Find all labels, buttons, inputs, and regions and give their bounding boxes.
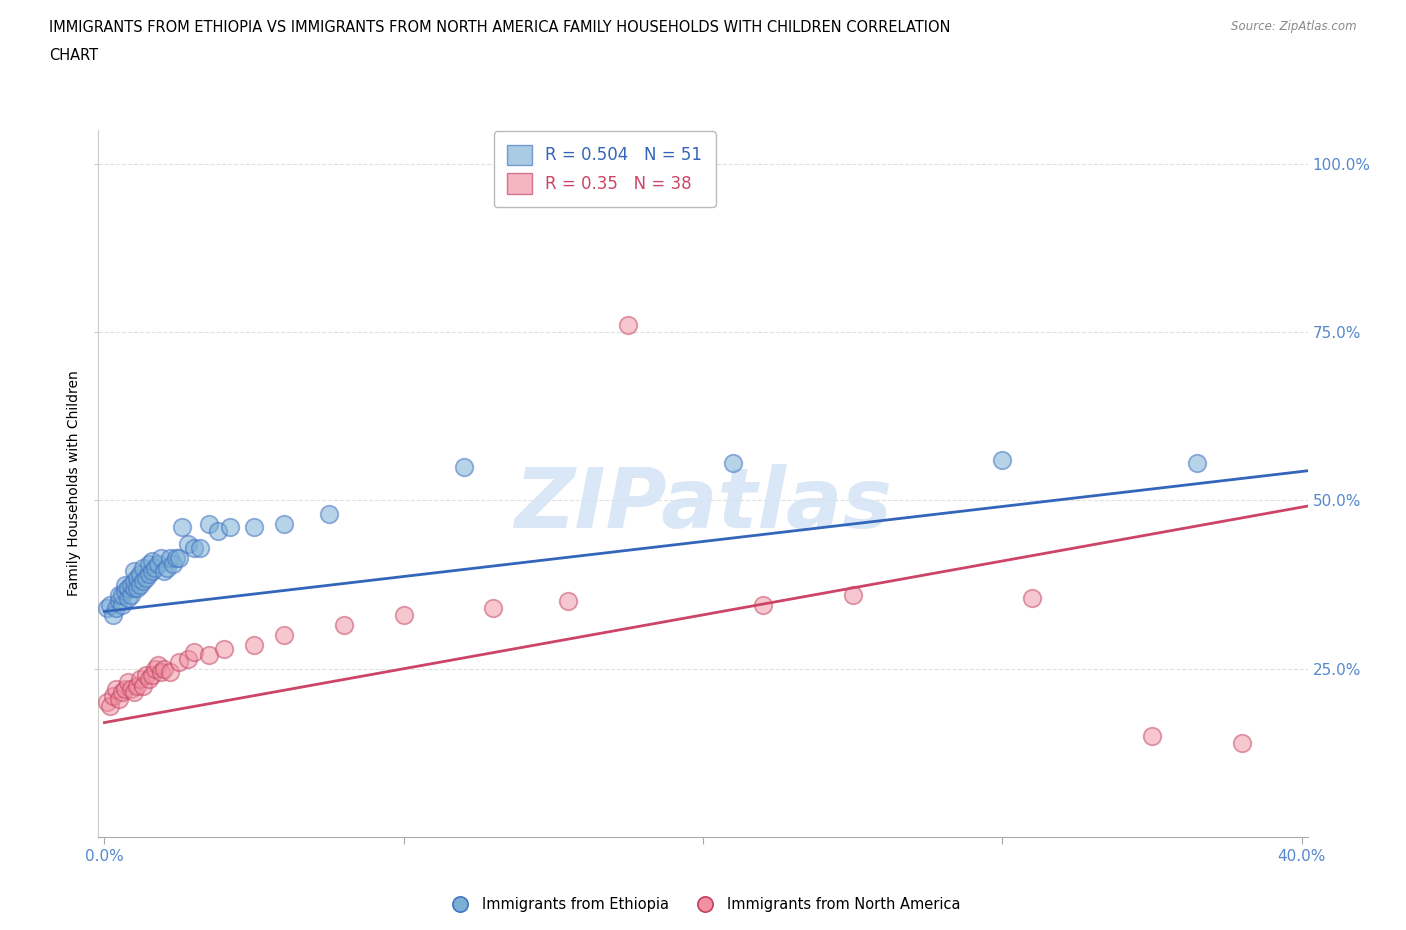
Point <box>150 665 173 680</box>
Point <box>156 560 179 575</box>
Point <box>124 574 146 589</box>
Point <box>100 597 122 612</box>
Point <box>177 651 200 666</box>
Point <box>841 587 863 602</box>
Point <box>141 564 163 578</box>
Point <box>138 557 160 572</box>
Point <box>135 668 157 683</box>
Point <box>135 570 157 585</box>
Point <box>141 668 163 683</box>
Point <box>111 684 134 699</box>
Point <box>148 557 170 572</box>
Point <box>127 570 149 585</box>
Point <box>318 507 340 522</box>
Point <box>333 618 356 632</box>
Point <box>117 591 139 605</box>
Legend: R = 0.504   N = 51, R = 0.35   N = 38: R = 0.504 N = 51, R = 0.35 N = 38 <box>494 131 716 207</box>
Point <box>212 641 235 656</box>
Point <box>138 671 160 686</box>
Point <box>108 587 131 602</box>
Point <box>162 557 184 572</box>
Point <box>198 648 221 663</box>
Point <box>243 638 266 653</box>
Point <box>198 516 221 531</box>
Point <box>153 564 176 578</box>
Point <box>1021 591 1043 605</box>
Point <box>124 684 146 699</box>
Point <box>138 567 160 582</box>
Point <box>177 537 200 551</box>
Point <box>617 318 640 333</box>
Point <box>103 607 125 622</box>
Text: CHART: CHART <box>49 48 98 63</box>
Point <box>103 688 125 703</box>
Point <box>96 601 118 616</box>
Point <box>132 574 155 589</box>
Point <box>273 628 295 643</box>
Point <box>453 459 475 474</box>
Point <box>991 453 1014 468</box>
Point <box>141 553 163 568</box>
Point <box>143 661 166 676</box>
Point <box>183 540 205 555</box>
Point <box>108 594 131 609</box>
Point <box>159 665 181 680</box>
Point <box>111 597 134 612</box>
Point <box>120 682 142 697</box>
Point <box>183 644 205 659</box>
Point <box>108 692 131 707</box>
Point <box>143 560 166 575</box>
Point <box>557 594 579 609</box>
Point <box>148 658 170 672</box>
Point <box>127 678 149 693</box>
Point <box>129 671 152 686</box>
Point <box>159 551 181 565</box>
Point <box>273 516 295 531</box>
Point <box>105 601 128 616</box>
Point <box>172 520 194 535</box>
Point <box>167 655 190 670</box>
Point <box>721 456 744 471</box>
Point <box>167 551 190 565</box>
Point <box>105 682 128 697</box>
Point <box>117 675 139 690</box>
Point <box>150 551 173 565</box>
Point <box>188 540 211 555</box>
Point <box>120 587 142 602</box>
Y-axis label: Family Households with Children: Family Households with Children <box>67 371 82 596</box>
Point <box>124 580 146 595</box>
Point <box>96 695 118 710</box>
Point <box>127 580 149 595</box>
Point <box>1185 456 1208 471</box>
Point <box>1230 736 1253 751</box>
Text: IMMIGRANTS FROM ETHIOPIA VS IMMIGRANTS FROM NORTH AMERICA FAMILY HOUSEHOLDS WITH: IMMIGRANTS FROM ETHIOPIA VS IMMIGRANTS F… <box>49 20 950 35</box>
Point <box>392 607 415 622</box>
Point <box>219 520 242 535</box>
Text: Source: ZipAtlas.com: Source: ZipAtlas.com <box>1232 20 1357 33</box>
Point <box>132 678 155 693</box>
Point <box>114 682 136 697</box>
Point <box>124 564 146 578</box>
Point <box>120 578 142 592</box>
Point <box>752 597 775 612</box>
Text: ZIPatlas: ZIPatlas <box>515 464 891 545</box>
Point <box>100 698 122 713</box>
Point <box>114 578 136 592</box>
Point <box>129 567 152 582</box>
Point <box>132 560 155 575</box>
Legend: Immigrants from Ethiopia, Immigrants from North America: Immigrants from Ethiopia, Immigrants fro… <box>440 891 966 918</box>
Point <box>1140 728 1163 743</box>
Point <box>207 524 229 538</box>
Point <box>165 551 187 565</box>
Point <box>111 587 134 602</box>
Point <box>129 578 152 592</box>
Point <box>114 584 136 599</box>
Point <box>153 661 176 676</box>
Point <box>243 520 266 535</box>
Point <box>482 601 505 616</box>
Point <box>117 580 139 595</box>
